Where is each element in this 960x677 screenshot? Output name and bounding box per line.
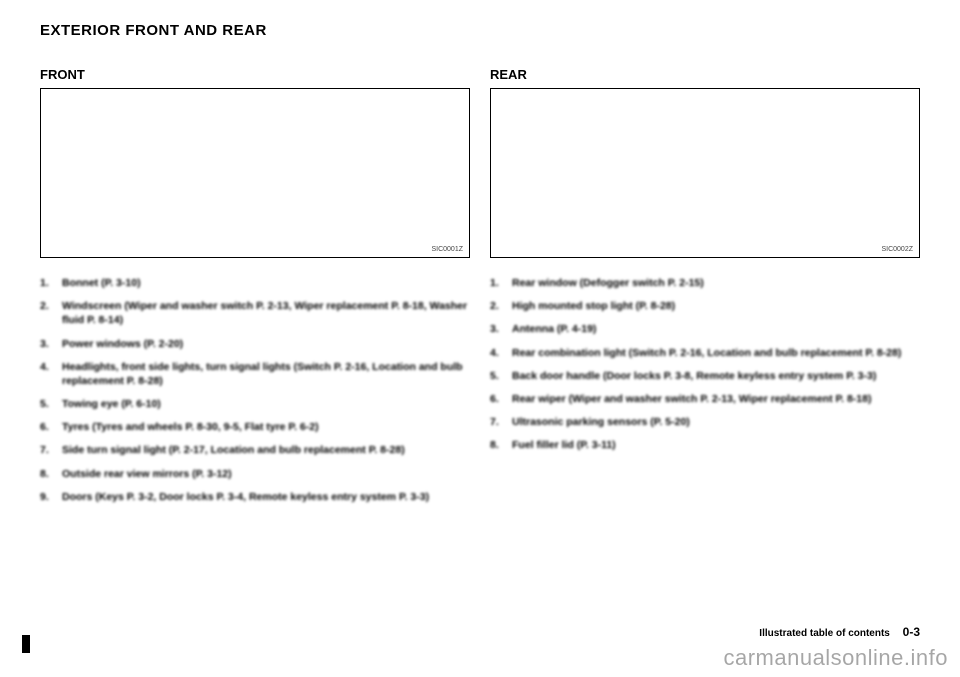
footer: Illustrated table of contents 0-3 — [759, 625, 920, 639]
list-item: Rear wiper (Wiper and washer switch P. 2… — [490, 392, 920, 406]
rear-item-list: Rear window (Defogger switch P. 2-15) Hi… — [490, 276, 920, 452]
front-column: FRONT SIC0001Z Bonnet (P. 3-10) Windscre… — [40, 67, 470, 513]
list-item: Fuel filler lid (P. 3-11) — [490, 438, 920, 452]
list-item: Rear window (Defogger switch P. 2-15) — [490, 276, 920, 290]
front-image-caption: SIC0001Z — [431, 246, 463, 253]
list-item: Towing eye (P. 6-10) — [40, 397, 470, 411]
list-item: Windscreen (Wiper and washer switch P. 2… — [40, 299, 470, 327]
page-title: EXTERIOR FRONT AND REAR — [40, 22, 920, 39]
watermark: carmanualsonline.info — [723, 645, 948, 671]
rear-section-title: REAR — [490, 67, 920, 82]
rear-image-placeholder: SIC0002Z — [490, 88, 920, 258]
footer-label: Illustrated table of contents — [759, 628, 890, 639]
list-item: Side turn signal light (P. 2-17, Locatio… — [40, 443, 470, 457]
list-item: Doors (Keys P. 3-2, Door locks P. 3-4, R… — [40, 490, 470, 504]
front-section-title: FRONT — [40, 67, 470, 82]
list-item: Bonnet (P. 3-10) — [40, 276, 470, 290]
page-container: EXTERIOR FRONT AND REAR FRONT SIC0001Z B… — [0, 0, 960, 513]
list-item: Power windows (P. 2-20) — [40, 337, 470, 351]
front-item-list: Bonnet (P. 3-10) Windscreen (Wiper and w… — [40, 276, 470, 504]
footer-page-number: 0-3 — [903, 625, 920, 639]
front-image-placeholder: SIC0001Z — [40, 88, 470, 258]
columns: FRONT SIC0001Z Bonnet (P. 3-10) Windscre… — [40, 67, 920, 513]
list-item: Rear combination light (Switch P. 2-16, … — [490, 346, 920, 360]
list-item: Ultrasonic parking sensors (P. 5-20) — [490, 415, 920, 429]
list-item: High mounted stop light (P. 8-28) — [490, 299, 920, 313]
rear-image-caption: SIC0002Z — [881, 246, 913, 253]
rear-column: REAR SIC0002Z Rear window (Defogger swit… — [490, 67, 920, 513]
list-item: Headlights, front side lights, turn sign… — [40, 360, 470, 388]
list-item: Tyres (Tyres and wheels P. 8-30, 9-5, Fl… — [40, 420, 470, 434]
list-item: Back door handle (Door locks P. 3-8, Rem… — [490, 369, 920, 383]
list-item: Antenna (P. 4-19) — [490, 322, 920, 336]
list-item: Outside rear view mirrors (P. 3-12) — [40, 467, 470, 481]
page-tab-marker — [22, 635, 30, 653]
